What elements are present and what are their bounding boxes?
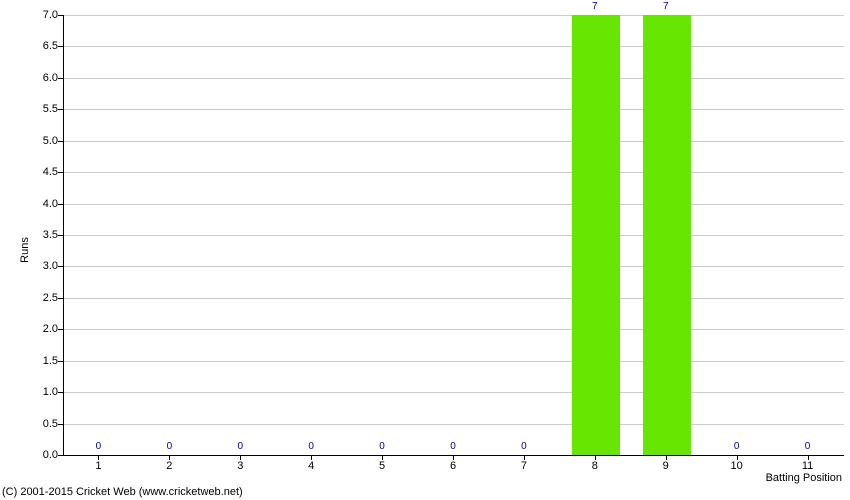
y-tick-label: 3.0 <box>43 260 58 272</box>
y-tick-mark <box>58 392 63 393</box>
x-axis-title: Batting Position <box>766 472 842 484</box>
bar-value-label: 0 <box>450 441 456 452</box>
chart-container: Runs Batting Position (C) 2001-2015 Cric… <box>0 0 850 500</box>
bar-value-label: 7 <box>663 1 669 12</box>
y-tick-label: 5.5 <box>43 103 58 115</box>
gridline <box>64 266 844 267</box>
y-tick-mark <box>58 172 63 173</box>
gridline <box>64 109 844 110</box>
y-tick-mark <box>58 361 63 362</box>
gridline <box>64 204 844 205</box>
gridline <box>64 235 844 236</box>
y-tick-mark <box>58 329 63 330</box>
bar <box>643 15 691 455</box>
y-tick-mark <box>58 141 63 142</box>
bar-value-label: 0 <box>237 441 243 452</box>
y-tick-mark <box>58 455 63 456</box>
x-tick-label: 7 <box>521 460 527 472</box>
bar-value-label: 0 <box>379 441 385 452</box>
y-tick-label: 6.0 <box>43 72 58 84</box>
y-tick-label: 6.5 <box>43 40 58 52</box>
gridline <box>64 141 844 142</box>
gridline <box>64 78 844 79</box>
y-tick-mark <box>58 266 63 267</box>
y-tick-mark <box>58 235 63 236</box>
y-tick-label: 1.5 <box>43 355 58 367</box>
bar <box>572 15 620 455</box>
bar-value-label: 0 <box>521 441 527 452</box>
gridline <box>64 424 844 425</box>
x-tick-label: 2 <box>166 460 172 472</box>
x-tick-label: 9 <box>663 460 669 472</box>
y-tick-label: 4.0 <box>43 198 58 210</box>
y-tick-label: 2.5 <box>43 292 58 304</box>
y-tick-mark <box>58 109 63 110</box>
y-tick-label: 3.5 <box>43 229 58 241</box>
bar-value-label: 7 <box>592 1 598 12</box>
copyright-text: (C) 2001-2015 Cricket Web (www.cricketwe… <box>2 486 243 498</box>
gridline <box>64 392 844 393</box>
y-tick-mark <box>58 424 63 425</box>
x-tick-label: 6 <box>450 460 456 472</box>
y-tick-label: 0.5 <box>43 418 58 430</box>
y-tick-label: 2.0 <box>43 323 58 335</box>
gridline <box>64 361 844 362</box>
plot-area <box>63 15 844 456</box>
bar-value-label: 0 <box>734 441 740 452</box>
bar-value-label: 0 <box>308 441 314 452</box>
gridline <box>64 298 844 299</box>
x-tick-label: 11 <box>802 460 813 472</box>
y-tick-mark <box>58 298 63 299</box>
gridline <box>64 329 844 330</box>
gridline <box>64 15 844 16</box>
y-tick-label: 5.0 <box>43 135 58 147</box>
x-tick-label: 4 <box>308 460 314 472</box>
y-axis-title: Runs <box>19 237 31 263</box>
x-tick-label: 1 <box>95 460 101 472</box>
bar-value-label: 0 <box>96 441 102 452</box>
y-tick-mark <box>58 15 63 16</box>
x-tick-label: 5 <box>379 460 385 472</box>
x-tick-label: 3 <box>237 460 243 472</box>
y-tick-label: 7.0 <box>43 9 58 21</box>
x-tick-label: 8 <box>592 460 598 472</box>
y-tick-mark <box>58 46 63 47</box>
bar-value-label: 0 <box>167 441 173 452</box>
y-tick-mark <box>58 78 63 79</box>
x-tick-label: 10 <box>731 460 743 472</box>
y-tick-label: 4.5 <box>43 166 58 178</box>
y-tick-mark <box>58 204 63 205</box>
gridline <box>64 172 844 173</box>
y-tick-label: 0.0 <box>43 449 58 461</box>
bar-value-label: 0 <box>805 441 811 452</box>
y-tick-label: 1.0 <box>43 386 58 398</box>
gridline <box>64 46 844 47</box>
